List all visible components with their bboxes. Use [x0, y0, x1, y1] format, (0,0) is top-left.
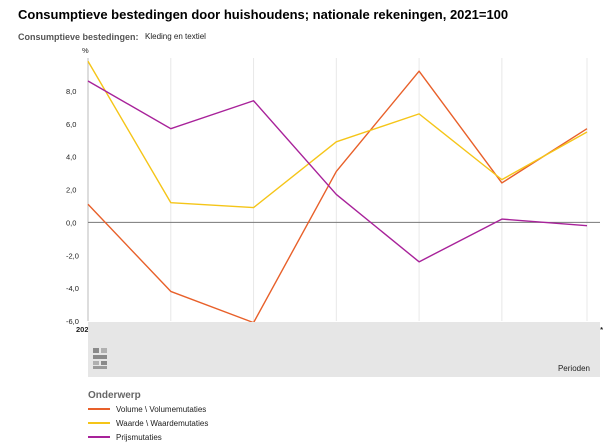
y-tick-label: 0,0 [66, 218, 76, 227]
legend-item[interactable]: Waarde \ Waardemutaties [88, 419, 208, 431]
series-layer [87, 60, 588, 324]
y-tick-label: 8,0 [66, 87, 76, 96]
legend-swatch [88, 407, 110, 410]
legend-label: Waarde \ Waardemutaties [116, 419, 209, 428]
legend-swatch [88, 435, 110, 438]
x-tick-label: 2023 I* [76, 325, 100, 334]
y-tick-label: 6,0 [66, 120, 76, 129]
legend-label: Prijsmutaties [116, 433, 162, 442]
legend-title: Onderwerp [88, 390, 141, 401]
legend-item[interactable]: Prijsmutaties [88, 433, 162, 445]
x-axis-band: Perioden [88, 322, 600, 377]
y-axis-label: % [82, 46, 89, 55]
y-tick-label: 4,0 [66, 153, 76, 162]
series-line-3 [87, 80, 588, 263]
y-tick-label: 2,0 [66, 186, 76, 195]
y-tick-label: -2,0 [66, 251, 79, 260]
y-tick-label: -4,0 [66, 284, 79, 293]
filter-value[interactable]: Kleding en textiel [145, 32, 206, 41]
filter-label: Consumptieve bestedingen: [18, 32, 139, 42]
series-line-1 [87, 70, 588, 324]
y-tick-label: -6,0 [66, 317, 79, 326]
series-line-2 [87, 60, 588, 209]
legend-item[interactable]: Volume \ Volumemutaties [88, 405, 206, 417]
x-axis-label: Perioden [557, 364, 590, 373]
legend-swatch [88, 421, 110, 424]
chart-title: Consumptieve bestedingen door huishouden… [18, 7, 509, 22]
legend-label: Volume \ Volumemutaties [116, 405, 207, 414]
